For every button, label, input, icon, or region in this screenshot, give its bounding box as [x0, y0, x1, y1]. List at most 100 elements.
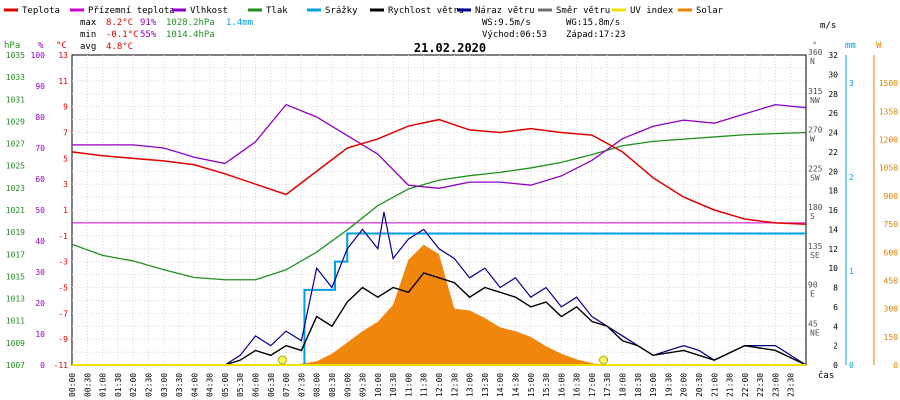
legend-label-5: Rychlost větru — [388, 6, 464, 16]
direction-unit: ° — [812, 41, 817, 51]
temperature-tick: 5 — [63, 154, 68, 163]
time-tick: 20:00 — [680, 373, 689, 397]
speed-tick: 32 — [828, 51, 838, 60]
pressure-tick: 1021 — [6, 206, 25, 215]
time-tick: 08:00 — [313, 373, 322, 397]
sunset-marker — [599, 355, 609, 365]
time-tick: 02:00 — [129, 373, 138, 397]
temperature-tick: -7 — [58, 309, 68, 318]
direction-tick: 180 — [808, 203, 823, 212]
humidity-tick: 70 — [35, 144, 45, 153]
temperature-tick: -9 — [58, 335, 68, 344]
direction-tick: 270 — [808, 126, 823, 135]
direction-tick: 225 — [808, 164, 823, 173]
solar-tick: 600 — [884, 248, 899, 257]
legend-label-1: Přízemní teplota — [88, 6, 175, 16]
legend: Teplota Přízemní teplota Vlhkost Tlak Srážky… — [4, 6, 724, 16]
temperature-tick: -5 — [58, 284, 68, 293]
time-tick: 23:30 — [787, 373, 796, 397]
humidity-line — [72, 103, 807, 189]
speed-tick: 10 — [828, 264, 838, 273]
rain-tick: 0 — [849, 361, 854, 370]
speed-tick: 6 — [833, 303, 838, 312]
solar-tick: 750 — [884, 220, 899, 229]
temperature-tick: 1 — [63, 206, 68, 215]
time-tick: 04:00 — [190, 373, 199, 397]
direction-label: S — [810, 212, 815, 221]
speed-tick: 12 — [828, 245, 838, 254]
temperature-line — [71, 118, 807, 225]
solar-unit: W — [876, 41, 882, 51]
pressure-tick: 1015 — [6, 272, 25, 281]
pressure-tick: 1025 — [6, 162, 25, 171]
time-tick: 19:30 — [664, 373, 673, 397]
speed-tick: 20 — [828, 167, 838, 176]
legend-label-7: Směr větru — [556, 6, 610, 16]
time-tick: 06:00 — [252, 373, 261, 397]
stat-avg-label: avg — [80, 42, 96, 52]
speed-tick: 24 — [828, 129, 838, 138]
time-tick: 09:00 — [343, 373, 352, 397]
sunset-time: Západ:17:23 — [566, 30, 626, 40]
speed-tick: 22 — [828, 148, 838, 157]
legend-label-8: UV index — [630, 6, 674, 16]
time-tick: 15:30 — [542, 373, 551, 397]
time-tick: 05:00 — [221, 373, 230, 397]
stat-min-press: 1014.4hPa — [166, 30, 215, 40]
temperature-tick: 7 — [63, 129, 68, 138]
time-tick: 07:30 — [297, 373, 306, 397]
rain-unit: mm — [845, 41, 856, 51]
time-tick: 10:00 — [374, 373, 383, 397]
speed-tick: 28 — [828, 90, 838, 99]
y-axes: 1035103310311029102710251023102110191017… — [6, 48, 898, 370]
pressure-tick: 1033 — [6, 73, 25, 82]
legend-label-9: Solar — [696, 6, 724, 16]
solar-tick: 300 — [884, 305, 899, 314]
humidity-tick: 50 — [35, 206, 45, 215]
time-tick: 00:00 — [68, 373, 77, 397]
solar-tick: 450 — [884, 276, 899, 285]
time-tick: 11:30 — [420, 373, 429, 397]
pressure-tick: 1027 — [6, 140, 25, 149]
direction-label: NW — [810, 96, 820, 105]
time-tick: 20:30 — [695, 373, 704, 397]
sunrise-time: Východ:06:53 — [482, 30, 547, 40]
wind-ws: WS:9.5m/s — [482, 18, 531, 28]
humidity-tick: 40 — [35, 237, 45, 246]
solar-tick: 1350 — [879, 107, 898, 116]
time-tick: 14:00 — [496, 373, 505, 397]
stat-max-press: 1028.2hPa — [166, 18, 215, 28]
pressure-tick: 1019 — [6, 228, 25, 237]
legend-label-0: Teplota — [22, 6, 60, 16]
time-tick: 02:30 — [144, 373, 153, 397]
speed-tick: 30 — [828, 70, 838, 79]
temperature-unit: °C — [56, 41, 67, 51]
solar-tick: 1500 — [879, 79, 898, 88]
pressure-tick: 1029 — [6, 117, 25, 126]
x-axis: 00:00 00:30 01:00 01:30 02:00 02:30 03:00 03:30… — [68, 373, 796, 397]
stat-max-hum: 91% — [140, 18, 157, 28]
direction-label: SE — [810, 251, 820, 260]
time-tick: 23:00 — [771, 373, 780, 397]
time-tick: 11:00 — [404, 373, 413, 397]
time-tick: 15:00 — [527, 373, 536, 397]
rain-tick: 3 — [849, 79, 854, 88]
direction-label: SW — [810, 173, 820, 182]
temperature-tick: -11 — [54, 361, 69, 370]
humidity-tick: 20 — [35, 299, 45, 308]
time-tick: 12:30 — [450, 373, 459, 397]
speed-tick: 14 — [828, 225, 838, 234]
plot-area — [71, 54, 807, 366]
pressure-tick: 1017 — [6, 250, 25, 259]
direction-tick: 90 — [808, 281, 818, 290]
time-tick: 12:00 — [435, 373, 444, 397]
time-tick: 01:30 — [114, 373, 123, 397]
time-tick: 07:00 — [282, 373, 291, 397]
axis-units: hPa % °C ° mm m/s W čas — [4, 21, 882, 381]
time-tick: 01:00 — [99, 373, 108, 397]
wind-speed-line — [72, 272, 807, 366]
time-tick: 13:30 — [481, 373, 490, 397]
speed-tick: 26 — [828, 109, 838, 118]
sunrise-marker — [277, 355, 287, 365]
pressure-line — [71, 131, 807, 281]
